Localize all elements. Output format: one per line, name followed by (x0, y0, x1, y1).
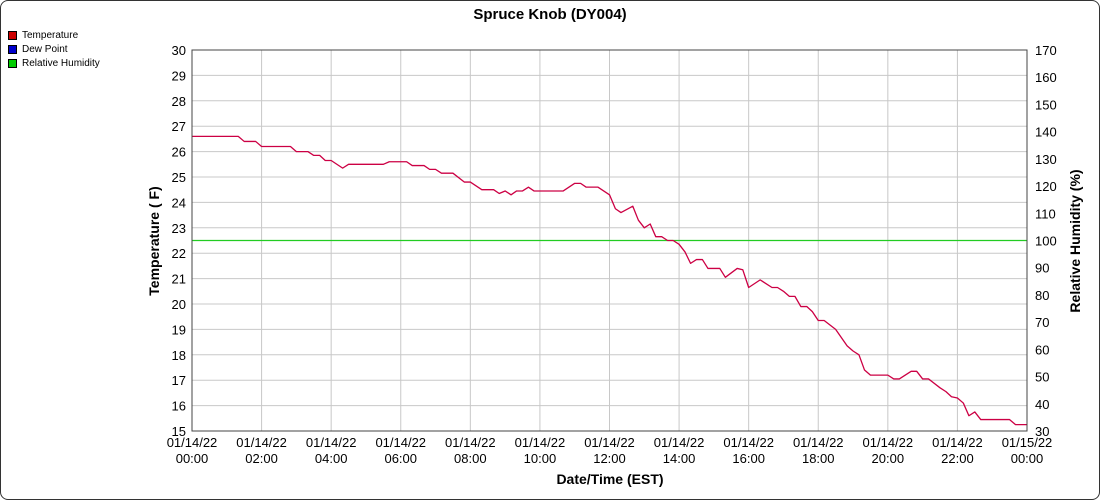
y2-tick-label: 160 (1035, 70, 1057, 85)
x-axis-ticks: 01/14/2200:0001/14/2202:0001/14/2204:000… (167, 435, 1053, 466)
y-axis-left-ticks: 15 16 17 18 19 20 21 22 23 24 25 26 27 28 29 30 (172, 43, 186, 439)
legend-label-temperature: Temperature (22, 29, 79, 41)
y-tick-label: 21 (172, 272, 186, 287)
y-tick-label: 16 (172, 399, 186, 414)
y-tick-label: 25 (172, 170, 186, 185)
legend-swatch-relative-humidity (8, 58, 17, 68)
y-tick-label: 19 (172, 322, 186, 337)
x-tick-time: 14:00 (663, 451, 696, 466)
legend: Temperature Dew Point Relative Humidity (8, 28, 100, 70)
legend-swatch-temperature (8, 30, 17, 40)
legend-item-dew-point: Dew Point (8, 42, 100, 56)
x-tick-time: 08:00 (454, 451, 487, 466)
x-tick-date: 01/14/22 (793, 435, 844, 450)
y2-tick-label: 50 (1035, 370, 1049, 385)
series-line-temperature (192, 135, 1027, 426)
y-tick-label: 20 (172, 297, 186, 312)
x-tick-time: 04:00 (315, 451, 348, 466)
y-tick-label: 26 (172, 145, 186, 160)
x-axis-title: Date/Time (EST) (556, 471, 663, 487)
x-tick-time: 18:00 (802, 451, 835, 466)
legend-item-temperature: Temperature (8, 28, 100, 42)
x-tick-date: 01/15/22 (1002, 435, 1053, 450)
y-tick-label: 18 (172, 348, 186, 363)
y-tick-label: 15 (172, 424, 186, 439)
x-tick-time: 06:00 (384, 451, 417, 466)
y2-tick-label: 130 (1035, 152, 1057, 167)
x-tick-date: 01/14/22 (863, 435, 914, 450)
x-tick-date: 01/14/22 (584, 435, 635, 450)
x-tick-date: 01/14/22 (306, 435, 357, 450)
x-tick-time: 00:00 (176, 451, 209, 466)
x-tick-date: 01/14/22 (515, 435, 566, 450)
x-tick-date: 01/14/22 (167, 435, 218, 450)
x-tick-date: 01/14/22 (375, 435, 426, 450)
y2-tick-label: 40 (1035, 397, 1049, 412)
y-tick-label: 27 (172, 119, 186, 134)
x-tick-date: 01/14/22 (445, 435, 496, 450)
y-tick-label: 22 (172, 246, 186, 261)
x-tick-time: 16:00 (732, 451, 765, 466)
y2-tick-label: 150 (1035, 97, 1057, 112)
y-tick-label: 24 (172, 195, 186, 210)
y-tick-label: 17 (172, 373, 186, 388)
x-tick-time: 02:00 (245, 451, 278, 466)
legend-item-relative-humidity: Relative Humidity (8, 56, 100, 70)
y2-tick-label: 70 (1035, 315, 1049, 330)
x-tick-time: 00:00 (1011, 451, 1044, 466)
y-axis-right-title: Relative Humidity (%) (1067, 169, 1083, 312)
x-tick-time: 10:00 (524, 451, 557, 466)
legend-label-dew-point: Dew Point (22, 43, 68, 55)
x-tick-time: 12:00 (593, 451, 626, 466)
y-axis-right-ticks: 30 40 50 60 70 80 90 100 110 120 130 140 150 160 170 (1035, 43, 1057, 439)
y2-tick-label: 140 (1035, 125, 1057, 140)
plot-area-border (191, 49, 1028, 432)
y2-tick-label: 90 (1035, 261, 1049, 276)
y2-tick-label: 110 (1035, 206, 1056, 221)
x-tick-date: 01/14/22 (654, 435, 705, 450)
y2-tick-label: 100 (1035, 234, 1057, 249)
x-tick-date: 01/14/22 (723, 435, 774, 450)
y2-tick-label: 30 (1035, 424, 1049, 439)
y-tick-label: 30 (172, 43, 186, 58)
legend-swatch-dew-point (8, 44, 17, 54)
y2-tick-label: 120 (1035, 179, 1057, 194)
series-layer (192, 135, 1027, 426)
x-tick-time: 22:00 (941, 451, 974, 466)
y-tick-label: 29 (172, 68, 186, 83)
y2-tick-label: 170 (1035, 43, 1057, 58)
x-tick-time: 20:00 (872, 451, 905, 466)
y2-tick-label: 60 (1035, 342, 1049, 357)
chart-title: Spruce Knob (DY004) (473, 6, 626, 23)
x-tick-date: 01/14/22 (932, 435, 983, 450)
legend-label-relative-humidity: Relative Humidity (22, 57, 100, 69)
x-tick-date: 01/14/22 (236, 435, 287, 450)
y2-tick-label: 80 (1035, 288, 1049, 303)
y-tick-label: 28 (172, 94, 186, 109)
y-tick-label: 23 (172, 221, 186, 236)
y-axis-left-title: Temperature ( F) (146, 186, 162, 295)
